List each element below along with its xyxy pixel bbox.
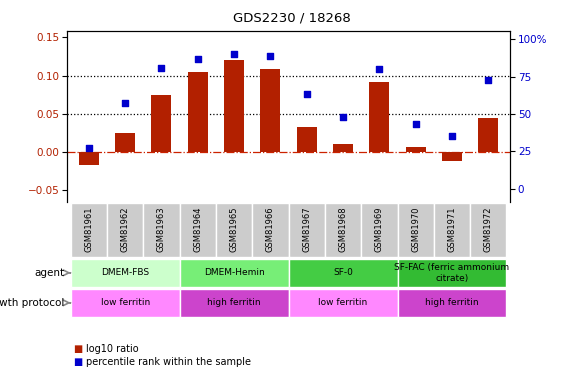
- Bar: [442, 152, 462, 161]
- Bar: [143, 202, 180, 257]
- Bar: [216, 202, 252, 257]
- Text: GSM81963: GSM81963: [157, 207, 166, 252]
- Point: [193, 56, 202, 62]
- Bar: [398, 202, 434, 257]
- Text: GSM81969: GSM81969: [375, 207, 384, 252]
- Point: [484, 76, 493, 82]
- Bar: [71, 259, 180, 287]
- Bar: [434, 202, 470, 257]
- Point: [266, 53, 275, 58]
- Bar: [406, 147, 426, 152]
- Text: growth protocol: growth protocol: [0, 298, 64, 308]
- Point: [375, 66, 384, 72]
- Bar: [180, 259, 289, 287]
- Bar: [188, 72, 208, 152]
- Point: [302, 92, 311, 98]
- Text: low ferritin: low ferritin: [318, 298, 368, 307]
- Text: DMEM-FBS: DMEM-FBS: [101, 268, 149, 278]
- Bar: [333, 144, 353, 152]
- Bar: [289, 202, 325, 257]
- Text: high ferritin: high ferritin: [425, 298, 479, 307]
- Bar: [152, 94, 171, 152]
- Point: [230, 51, 239, 57]
- Bar: [470, 202, 507, 257]
- Text: DMEM-Hemin: DMEM-Hemin: [203, 268, 265, 278]
- Bar: [478, 118, 498, 152]
- Bar: [115, 133, 135, 152]
- Text: percentile rank within the sample: percentile rank within the sample: [86, 357, 251, 367]
- Bar: [252, 202, 289, 257]
- Text: GSM81966: GSM81966: [266, 207, 275, 252]
- Bar: [224, 60, 244, 152]
- Text: GSM81972: GSM81972: [484, 207, 493, 252]
- Point: [411, 122, 420, 128]
- Bar: [180, 289, 289, 317]
- Text: agent: agent: [34, 268, 64, 278]
- Bar: [180, 202, 216, 257]
- Bar: [370, 82, 389, 152]
- Text: GSM81961: GSM81961: [85, 207, 93, 252]
- Text: ■: ■: [73, 357, 82, 367]
- Point: [84, 146, 93, 152]
- Bar: [398, 259, 507, 287]
- Text: log10 ratio: log10 ratio: [86, 344, 138, 354]
- Bar: [71, 202, 107, 257]
- Text: SF-FAC (ferric ammonium
citrate): SF-FAC (ferric ammonium citrate): [395, 263, 510, 282]
- Bar: [361, 202, 398, 257]
- Bar: [107, 202, 143, 257]
- Text: high ferritin: high ferritin: [208, 298, 261, 307]
- Text: low ferritin: low ferritin: [100, 298, 150, 307]
- Text: GSM81968: GSM81968: [339, 207, 347, 252]
- Text: GSM81964: GSM81964: [194, 207, 202, 252]
- Point: [121, 100, 130, 106]
- Bar: [71, 289, 180, 317]
- Bar: [325, 202, 361, 257]
- Text: GSM81967: GSM81967: [302, 207, 311, 252]
- Bar: [398, 289, 507, 317]
- Bar: [289, 259, 398, 287]
- Bar: [261, 69, 280, 152]
- Text: GSM81965: GSM81965: [230, 207, 238, 252]
- Point: [338, 114, 347, 120]
- Text: GDS2230 / 18268: GDS2230 / 18268: [233, 11, 350, 24]
- Text: GSM81970: GSM81970: [411, 207, 420, 252]
- Point: [157, 64, 166, 70]
- Bar: [289, 289, 398, 317]
- Text: GSM81962: GSM81962: [121, 207, 129, 252]
- Bar: [297, 127, 317, 152]
- Text: SF-0: SF-0: [333, 268, 353, 278]
- Text: GSM81971: GSM81971: [448, 207, 456, 252]
- Bar: [79, 152, 99, 165]
- Point: [447, 134, 456, 140]
- Text: ■: ■: [73, 344, 82, 354]
